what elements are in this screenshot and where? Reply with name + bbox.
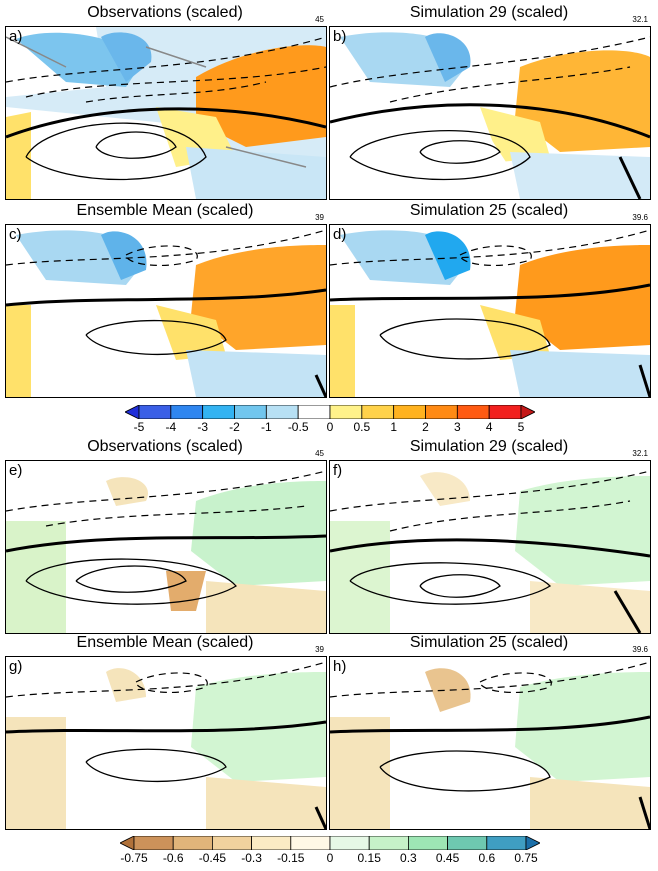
colorbar-tick-label: -5 xyxy=(133,420,145,434)
map-panel-e: e) xyxy=(5,460,327,634)
colorbar-tick-label: 0.45 xyxy=(435,851,460,865)
colorbar-tick-label: -0.45 xyxy=(198,851,227,865)
panel-scale-d: 39.6 xyxy=(632,213,648,222)
colorbar-swatch xyxy=(251,836,292,850)
panel-title-f: Simulation 29 (scaled) xyxy=(409,438,569,455)
colorbar-tick-label: -0.15 xyxy=(277,851,305,865)
colorbar-tick-label: -2 xyxy=(229,420,240,434)
panel-scale-e: 45 xyxy=(315,449,324,458)
panel-title-c: Ensemble Mean (scaled) xyxy=(76,202,254,219)
colorbar-swatch xyxy=(172,836,213,850)
colorbar-swatch xyxy=(297,405,331,419)
panel-label-e: e) xyxy=(9,462,23,479)
panel-label-a: a) xyxy=(9,28,23,45)
colorbar-swatch xyxy=(170,405,204,419)
colorbar-swatch xyxy=(525,836,540,850)
temperature-colorbar: -5 -4 -3 -2 -1 -0.5 0 0.5 1 2 3 4 5 xyxy=(125,405,535,437)
colorbar-tick-label: -0.5 xyxy=(287,420,309,434)
colorbar-swatch xyxy=(212,836,253,850)
colorbar-tick-label: 0.15 xyxy=(357,851,381,865)
colorbar-swatch xyxy=(520,405,535,419)
colorbar-swatch xyxy=(202,405,235,419)
colorbar-tick-label: 4 xyxy=(485,420,493,434)
panel-title-a: Observations (scaled) xyxy=(87,4,243,21)
colorbar-swatch xyxy=(447,836,488,850)
map-panel-g: g) xyxy=(5,656,327,830)
panel-title-h: Simulation 25 (scaled) xyxy=(409,634,569,651)
panel-title-e: Observations (scaled) xyxy=(87,438,243,455)
panel-label-d: d) xyxy=(333,226,347,243)
panel-scale-b: 32.1 xyxy=(632,15,648,24)
colorbar-swatch xyxy=(290,836,331,850)
temperature-colorbar-swatches xyxy=(125,405,535,419)
panel-label-f: f) xyxy=(333,462,343,479)
map-panel-b: b) xyxy=(329,26,651,200)
colorbar-swatch xyxy=(265,405,299,419)
panel-scale-g: 39 xyxy=(315,645,324,654)
map-panel-c: c) xyxy=(5,224,327,398)
colorbar-tick-label: 0.6 xyxy=(478,851,496,865)
colorbar-tick-label: 0.3 xyxy=(400,851,417,865)
map-panel-a: a) xyxy=(5,26,327,200)
colorbar-swatch xyxy=(329,836,370,850)
precip-colorbar: -0.75 -0.6 -0.45 -0.3 -0.15 0 0.15 0.3 0.45 0.6 0.… xyxy=(120,836,540,868)
panel-title-d: Simulation 25 (scaled) xyxy=(409,202,569,219)
panel-scale-f: 32.1 xyxy=(632,449,648,458)
colorbar-swatch xyxy=(425,405,458,419)
colorbar-swatch xyxy=(125,405,140,419)
panel-label-b: b) xyxy=(333,28,347,45)
panel-scale-h: 39.6 xyxy=(632,645,648,654)
colorbar-swatch xyxy=(361,405,395,419)
colorbar-tick-label: 0.75 xyxy=(514,851,538,865)
panel-scale-a: 45 xyxy=(315,15,324,24)
colorbar-tick-label: -0.75 xyxy=(120,851,148,865)
panel-scale-c: 39 xyxy=(315,213,324,222)
map-panel-d: d) xyxy=(329,224,651,398)
panel-title-b: Simulation 29 (scaled) xyxy=(409,4,569,21)
colorbar-tick-label: -0.3 xyxy=(241,851,262,865)
colorbar-tick-label: -3 xyxy=(197,420,208,434)
colorbar-tick-label: 3 xyxy=(453,420,461,434)
colorbar-tick-label: 0.5 xyxy=(353,420,371,434)
map-panel-h: h) xyxy=(329,656,651,830)
colorbar-swatch xyxy=(120,836,135,850)
colorbar-tick-label: 1 xyxy=(390,420,397,434)
panel-title-g: Ensemble Mean (scaled) xyxy=(76,634,254,651)
precip-colorbar-swatches xyxy=(120,836,540,850)
colorbar-swatch xyxy=(329,405,363,419)
colorbar-swatch xyxy=(488,405,522,419)
colorbar-swatch xyxy=(393,405,426,419)
colorbar-tick-label: 0 xyxy=(326,851,334,865)
panel-label-c: c) xyxy=(9,226,22,243)
colorbar-tick-label: 2 xyxy=(422,420,429,434)
colorbar-tick-label: 0 xyxy=(326,420,334,434)
colorbar-swatch xyxy=(456,405,490,419)
colorbar-swatch xyxy=(138,405,172,419)
colorbar-swatch xyxy=(133,836,174,850)
colorbar-tick-label: -0.6 xyxy=(162,851,184,865)
map-panel-f: f) xyxy=(329,460,651,634)
colorbar-tick-label: -4 xyxy=(165,420,177,434)
colorbar-swatch xyxy=(407,836,448,850)
panel-label-g: g) xyxy=(9,658,23,675)
colorbar-swatch xyxy=(368,836,409,850)
colorbar-swatch xyxy=(234,405,267,419)
colorbar-tick-label: 5 xyxy=(517,420,525,434)
colorbar-swatch xyxy=(486,836,527,850)
panel-label-h: h) xyxy=(333,658,347,675)
colorbar-tick-label: -1 xyxy=(260,420,272,434)
